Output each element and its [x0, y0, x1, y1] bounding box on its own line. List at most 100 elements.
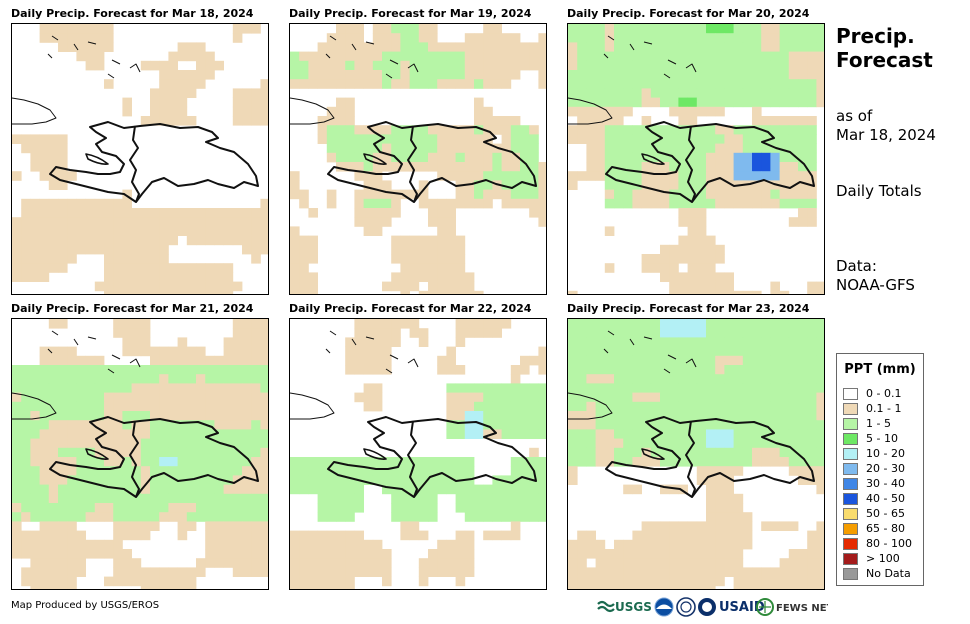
legend-label: 30 - 40: [866, 477, 905, 490]
gonave-island: [641, 153, 665, 165]
legend-swatch: [843, 492, 858, 505]
map-panel-1: [11, 23, 269, 295]
map-panel-6: [567, 318, 825, 590]
legend-swatch: [843, 567, 858, 580]
country-outlines: [290, 35, 537, 203]
legend-swatch: [843, 417, 858, 430]
legend-swatch: [843, 537, 858, 550]
legend-swatch: [843, 462, 858, 475]
map-panel-4: [11, 318, 269, 590]
dos-seal-logo: [676, 597, 696, 617]
legend-swatch: [843, 432, 858, 445]
haiti-dr-border: [407, 420, 418, 498]
usaid-logo: USAID: [698, 598, 765, 616]
panel-title-6: Daily Precip. Forecast for Mar 23, 2024: [567, 302, 810, 315]
panel-title-1: Daily Precip. Forecast for Mar 18, 2024: [11, 7, 254, 20]
country-outlines: [568, 35, 815, 203]
main-title-line-1: Precip.: [836, 24, 915, 48]
cuba-coast: [290, 97, 335, 125]
map-panel-5: [289, 318, 547, 590]
turks-caicos-islands: [47, 330, 141, 374]
legend-label: 5 - 10: [866, 432, 898, 445]
main-title-line-2: Forecast: [836, 48, 933, 72]
noaa-logo: [654, 597, 674, 617]
precip-grid: [568, 24, 824, 294]
precip-map-mar-21: [12, 319, 268, 589]
cuba-coast: [568, 97, 613, 125]
haiti-dr-border: [685, 125, 696, 203]
as-of-date: Mar 18, 2024: [836, 126, 936, 144]
legend-label: 50 - 65: [866, 507, 905, 520]
legend-label: No Data: [866, 567, 911, 580]
legend-label: > 100: [866, 552, 900, 565]
precip-map-mar-22: [290, 319, 546, 589]
hispaniola-coastline: [49, 416, 259, 498]
cuba-coast: [12, 392, 57, 420]
country-outlines: [12, 330, 259, 498]
legend-label: 0.1 - 1: [866, 402, 902, 415]
legend-item: 20 - 30: [843, 461, 905, 476]
legend-item: 5 - 10: [843, 431, 898, 446]
legend-label: 20 - 30: [866, 462, 905, 475]
legend-swatch: [843, 447, 858, 460]
cuba-coast: [12, 97, 57, 125]
precip-map-mar-19: [290, 24, 546, 294]
turks-caicos-islands: [603, 330, 697, 374]
precip-grid: [568, 319, 824, 589]
turks-caicos-islands: [603, 35, 697, 79]
as-of-line-1: as of: [836, 107, 873, 125]
panel-title-2: Daily Precip. Forecast for Mar 19, 2024: [289, 7, 532, 20]
gonave-island: [363, 448, 387, 460]
legend-label: 10 - 20: [866, 447, 905, 460]
precip-map-mar-23: [568, 319, 824, 589]
map-panel-2: [289, 23, 547, 295]
legend-item: No Data: [843, 566, 911, 581]
legend-item: 0 - 0.1: [843, 386, 901, 401]
usgs-logo: USGS: [597, 600, 652, 614]
gonave-island: [85, 153, 109, 165]
usaid-logo-text: USAID: [719, 600, 765, 615]
haiti-dr-border: [407, 125, 418, 203]
map-credit: Map Produced by USGS/EROS: [11, 600, 160, 611]
legend-label: 80 - 100: [866, 537, 912, 550]
daily-totals-label: Daily Totals: [836, 182, 922, 200]
legend-item: 40 - 50: [843, 491, 905, 506]
legend-label: 65 - 80: [866, 522, 905, 535]
legend-swatch: [843, 522, 858, 535]
panel-title-3: Daily Precip. Forecast for Mar 20, 2024: [567, 7, 810, 20]
turks-caicos-islands: [47, 35, 141, 79]
main-title: Precip. Forecast: [836, 24, 933, 72]
legend-swatch: [843, 387, 858, 400]
legend-item: 50 - 65: [843, 506, 905, 521]
country-outlines: [568, 330, 815, 498]
legend-title: PPT (mm): [844, 362, 916, 377]
precip-grid: [12, 319, 268, 589]
haiti-dr-border: [129, 420, 140, 498]
legend-item: 1 - 5: [843, 416, 891, 431]
gonave-island: [641, 448, 665, 460]
legend-swatch: [843, 402, 858, 415]
hispaniola-coastline: [605, 121, 815, 203]
precip-grid: [290, 319, 546, 589]
agency-logos: USGS USAID FEWS NET: [597, 597, 828, 617]
turks-caicos-islands: [325, 330, 419, 374]
ppt-legend: PPT (mm) 0 - 0.1 0.1 - 1 1 - 5 5 - 10 10 - 2…: [836, 353, 924, 586]
legend-item: 0.1 - 1: [843, 401, 901, 416]
fews-net-logo: FEWS NET: [756, 598, 828, 616]
gonave-island: [85, 448, 109, 460]
map-panel-3: [567, 23, 825, 295]
hispaniola-coastline: [49, 121, 259, 203]
hispaniola-coastline: [327, 416, 537, 498]
legend-item: 10 - 20: [843, 446, 905, 461]
legend-item: > 100: [843, 551, 900, 566]
fews-net-logo-text: FEWS NET: [776, 603, 828, 614]
cuba-coast: [290, 392, 335, 420]
panel-title-4: Daily Precip. Forecast for Mar 21, 2024: [11, 302, 254, 315]
precip-map-mar-18: [12, 24, 268, 294]
legend-label: 1 - 5: [866, 417, 891, 430]
precip-grid: [12, 24, 268, 294]
country-outlines: [12, 35, 259, 203]
country-outlines: [290, 330, 537, 498]
haiti-dr-border: [685, 420, 696, 498]
data-source-label: Data:: [836, 257, 877, 275]
